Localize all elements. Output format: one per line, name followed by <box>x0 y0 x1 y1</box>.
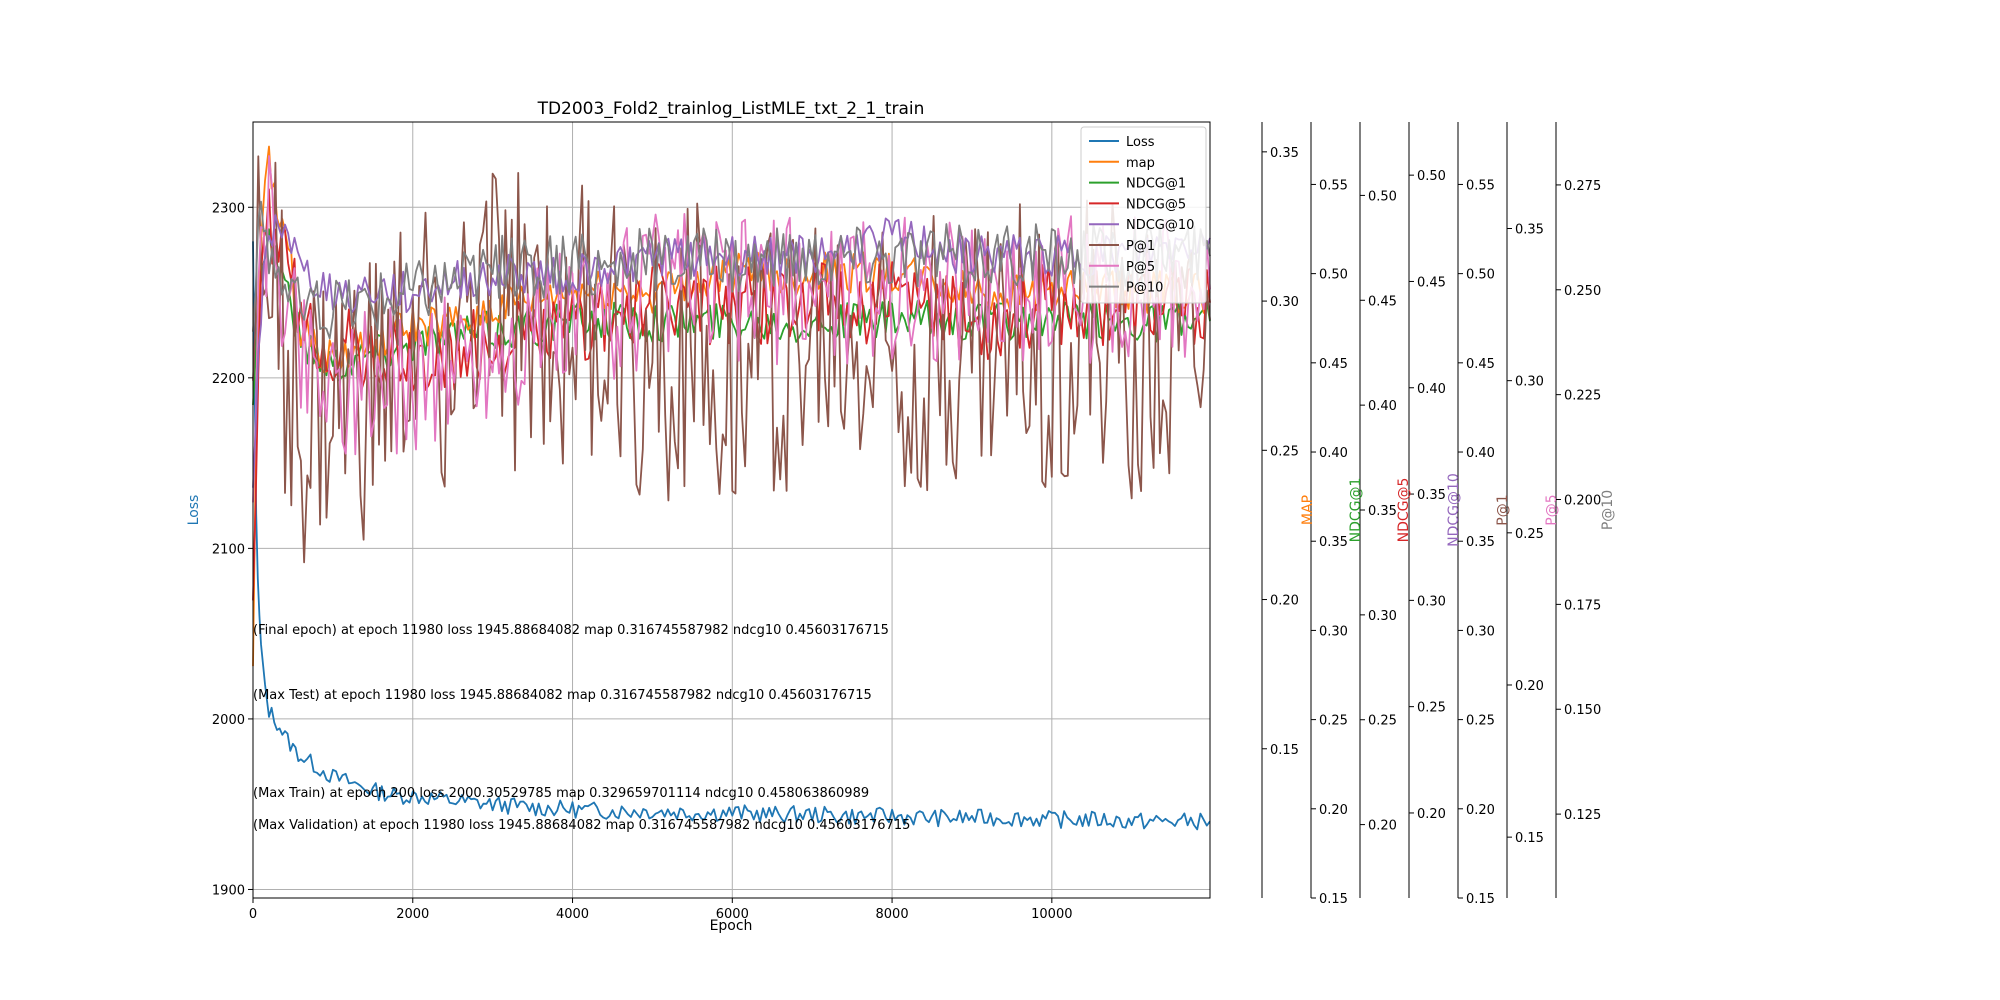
map-tick-label-3: 0.30 <box>1319 624 1348 639</box>
p10-tick-label-1: 0.150 <box>1564 703 1601 718</box>
ndcg5-tick-label-4: 0.40 <box>1417 382 1446 397</box>
ndcg1-tick-label-0: 0.20 <box>1368 819 1397 834</box>
legend-label-5: P@1 <box>1126 239 1155 254</box>
p1-tick-label-0: 0.15 <box>1515 831 1544 846</box>
plot-frame <box>252 121 1211 899</box>
ndcg1-tick-label-5: 0.45 <box>1368 294 1397 309</box>
ndcg10-tick-label-4: 0.35 <box>1466 535 1495 550</box>
p10-tick-label-4: 0.225 <box>1564 389 1601 404</box>
ndcg5-axis-label: NDCG@5 <box>1396 478 1412 543</box>
p10-tick-label-2: 0.175 <box>1564 598 1601 613</box>
ndcg5-tick-label-2: 0.30 <box>1417 594 1446 609</box>
p10-tick-label-6: 0.275 <box>1564 179 1601 194</box>
ndcg5-tick-label-6: 0.50 <box>1417 169 1446 184</box>
x-tick-label-0: 0 <box>249 907 257 922</box>
map-tick-label-4: 0.35 <box>1319 535 1348 550</box>
p1-tick-label-2: 0.25 <box>1515 527 1544 542</box>
p1-tick-label-3: 0.30 <box>1515 375 1544 390</box>
annotation-1: (Max Test) at epoch 11980 loss 1945.8868… <box>253 688 872 703</box>
map-tick-label-5: 0.40 <box>1319 446 1348 461</box>
ndcg10-tick-label-1: 0.20 <box>1466 803 1495 818</box>
map-tick-label-1: 0.20 <box>1319 803 1348 818</box>
ndcg5-tick-label-1: 0.25 <box>1417 701 1446 716</box>
x-tick-label-1: 2000 <box>396 907 429 922</box>
ndcg1-tick-label-3: 0.35 <box>1368 504 1397 519</box>
loss-axis-label: Loss <box>186 495 202 526</box>
loss-tick-label-2: 2100 <box>212 542 245 557</box>
ndcg10-tick-label-6: 0.45 <box>1466 357 1495 372</box>
ndcg10-tick-label-0: 0.15 <box>1466 892 1495 907</box>
legend-label-6: P@5 <box>1126 260 1155 275</box>
series-line-loss <box>252 241 1211 831</box>
series-line-ndcg-at-5 <box>252 188 1211 601</box>
p10-axis-label: P@10 <box>1600 490 1616 530</box>
axes: 0 2000 4000 6000 8000 10000 1900 2000 2100 2200 23… <box>186 121 1616 922</box>
ndcg10-tick-label-7: 0.50 <box>1466 268 1495 283</box>
x-tick-label-3: 6000 <box>716 907 749 922</box>
p10-tick-label-0: 0.125 <box>1564 808 1601 823</box>
ndcg5-tick-label-5: 0.45 <box>1417 275 1446 290</box>
legend-label-7: P@10 <box>1126 281 1163 296</box>
p1-tick-label-4: 0.35 <box>1515 223 1544 238</box>
ax1-tick-label-2: 0.25 <box>1270 444 1299 459</box>
x-axis-label: Epoch <box>710 918 753 934</box>
p5-axis-label: P@5 <box>1544 494 1560 525</box>
ndcg1-axis-label: NDCG@1 <box>1348 478 1364 543</box>
legend-label-3: NDCG@5 <box>1126 197 1186 212</box>
x-tick-label-4: 8000 <box>876 907 909 922</box>
ndcg10-tick-label-3: 0.30 <box>1466 624 1495 639</box>
annotation-2: (Max Train) at epoch 200 loss 2000.30529… <box>253 786 869 801</box>
legend-label-0: Loss <box>1126 135 1155 150</box>
legend: Loss map NDCG@1 NDCG@5 NDCG@10 P@1 P@5 P@10 <box>1080 126 1207 304</box>
ndcg10-tick-label-2: 0.25 <box>1466 714 1495 729</box>
loss-tick-label-3: 2200 <box>212 372 245 387</box>
ndcg5-tick-label-0: 0.20 <box>1417 807 1446 822</box>
ax1-tick-label-0: 0.15 <box>1270 743 1299 758</box>
x-tick-label-2: 4000 <box>556 907 589 922</box>
loss-tick-label-1: 2000 <box>212 713 245 728</box>
series-lines <box>252 145 1211 831</box>
annotation-3: (Max Validation) at epoch 11980 loss 194… <box>253 818 910 833</box>
series-line-ndcg-at-10 <box>252 214 1211 488</box>
map-tick-label-0: 0.15 <box>1319 892 1348 907</box>
legend-box <box>1080 126 1207 304</box>
ndcg10-tick-label-8: 0.55 <box>1466 178 1495 193</box>
chart-title: TD2003_Fold2_trainlog_ListMLE_txt_2_1_tr… <box>537 99 925 119</box>
map-tick-label-2: 0.25 <box>1319 714 1348 729</box>
p1-tick-label-1: 0.20 <box>1515 679 1544 694</box>
legend-label-1: map <box>1126 156 1155 171</box>
map-tick-label-7: 0.50 <box>1319 268 1348 283</box>
p10-tick-label-5: 0.250 <box>1564 284 1601 299</box>
ndcg1-tick-label-2: 0.30 <box>1368 609 1397 624</box>
ax1-tick-label-3: 0.30 <box>1270 295 1299 310</box>
ndcg10-tick-label-5: 0.40 <box>1466 446 1495 461</box>
ndcg5-tick-label-3: 0.35 <box>1417 488 1446 503</box>
map-axis-label: MAP <box>1300 495 1316 525</box>
ndcg1-tick-label-6: 0.50 <box>1368 189 1397 204</box>
map-tick-label-8: 0.55 <box>1319 178 1348 193</box>
ndcg1-tick-label-1: 0.25 <box>1368 714 1397 729</box>
series-line-p-at-10 <box>252 200 1211 340</box>
ax1-tick-label-1: 0.20 <box>1270 594 1299 609</box>
legend-label-2: NDCG@1 <box>1126 177 1186 192</box>
loss-tick-label-4: 2300 <box>212 201 245 216</box>
ax1-tick-label-4: 0.35 <box>1270 146 1299 161</box>
ndcg1-tick-label-4: 0.40 <box>1368 399 1397 414</box>
ndcg10-axis-label: NDCG@10 <box>1446 473 1462 547</box>
annotations: (Final epoch) at epoch 11980 loss 1945.8… <box>253 623 910 833</box>
p10-tick-label-3: 0.200 <box>1564 494 1601 509</box>
annotation-0: (Final epoch) at epoch 11980 loss 1945.8… <box>253 623 889 638</box>
map-tick-label-6: 0.45 <box>1319 357 1348 372</box>
loss-tick-label-0: 1900 <box>212 883 245 898</box>
x-tick-label-5: 10000 <box>1031 907 1072 922</box>
p1-axis-label: P@1 <box>1495 494 1511 525</box>
legend-label-4: NDCG@10 <box>1126 218 1194 233</box>
